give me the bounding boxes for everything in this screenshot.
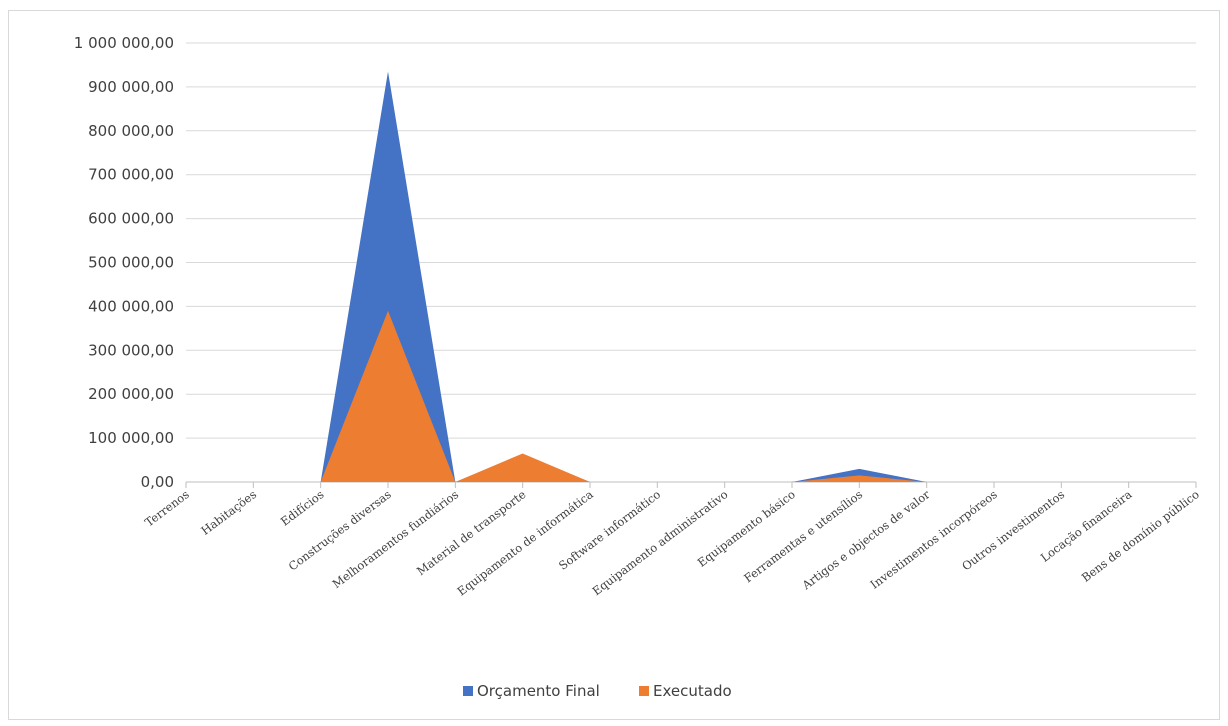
y-tick-label: 200 000,00: [88, 385, 174, 403]
x-category-label: Bens de domínio público: [1079, 487, 1202, 585]
y-tick-label: 600 000,00: [88, 210, 174, 228]
y-tick-label: 400 000,00: [88, 297, 174, 315]
legend-label-executado: Executado: [653, 682, 732, 700]
legend: Orçamento Final Executado: [463, 682, 732, 700]
y-tick-label: 900 000,00: [88, 78, 174, 96]
x-category-label: Material de transporte: [414, 487, 529, 578]
x-category-label: Ferramentas e utensílios: [741, 487, 865, 585]
x-category-label: Edifícios: [278, 487, 327, 529]
area-chart: 0,00 100 000,00 200 000,00 300 000,00 400 00…: [9, 11, 1219, 719]
x-category-label: Terrenos: [142, 487, 192, 529]
x-category-label: Habitações: [198, 487, 259, 538]
x-category-label: Investimentos incorpóreos: [868, 487, 1000, 592]
area-series-orcamento-final: [186, 72, 1196, 482]
legend-label-orcamento-final: Orçamento Final: [477, 682, 600, 700]
legend-swatch-orcamento-final: [463, 686, 473, 696]
x-category-label: Equipamento de informática: [455, 487, 596, 598]
x-category-label: Melhoramentos fundiários: [330, 487, 462, 591]
y-tick-label: 300 000,00: [88, 341, 174, 359]
area-layer: [186, 72, 1196, 482]
axis-layer: 0,00 100 000,00 200 000,00 300 000,00 400 00…: [74, 34, 1202, 598]
chart-frame: 0,00 100 000,00 200 000,00 300 000,00 400 00…: [8, 10, 1220, 720]
y-tick-label: 0,00: [141, 473, 174, 491]
y-tick-label: 800 000,00: [88, 122, 174, 140]
legend-swatch-executado: [639, 686, 649, 696]
y-tick-label: 500 000,00: [88, 254, 174, 272]
x-category-label: Equipamento administrativo: [590, 487, 731, 598]
y-tick-label: 1 000 000,00: [74, 34, 174, 52]
y-tick-label: 100 000,00: [88, 429, 174, 447]
x-category-label: Artigos e objectos de valor: [799, 487, 933, 593]
y-tick-label: 700 000,00: [88, 166, 174, 184]
